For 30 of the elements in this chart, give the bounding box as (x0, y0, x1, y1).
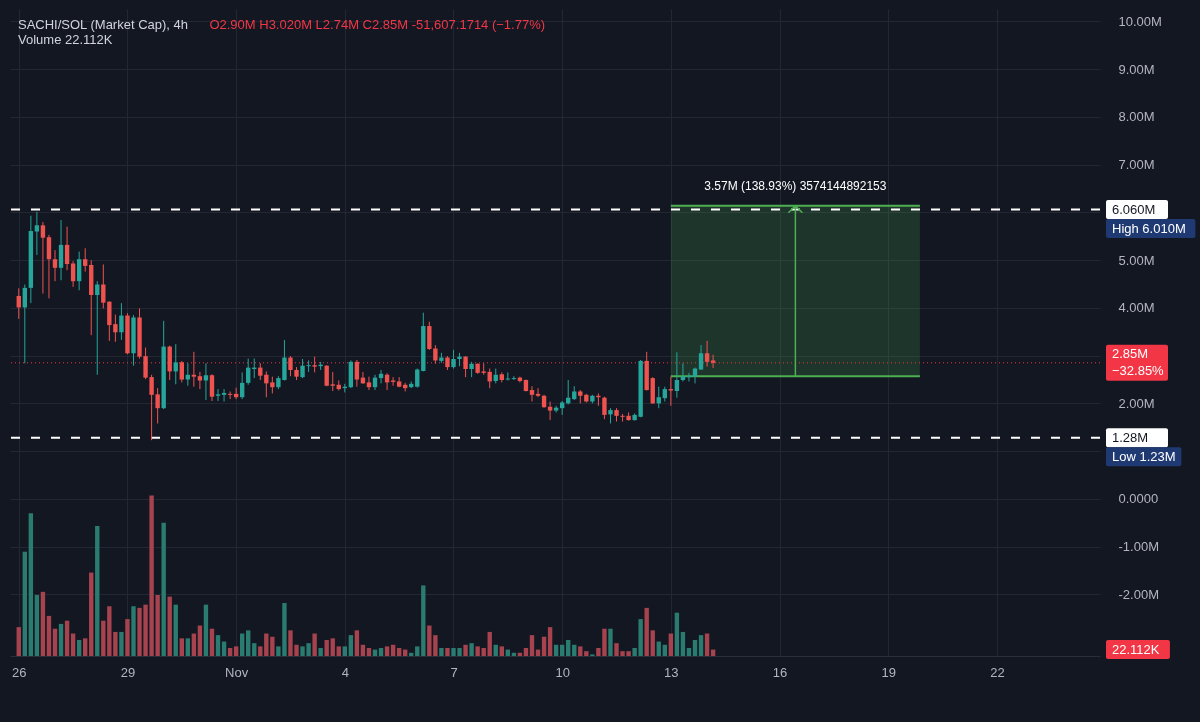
x-tick-label: 26 (12, 664, 27, 680)
x-tick-label: 4 (341, 664, 349, 680)
y-tick-label: 10.00M (1118, 13, 1162, 29)
text: Low 1.23M (1112, 448, 1176, 464)
ref-line-label: 1.28M (1112, 429, 1149, 445)
x-tick-label: 29 (120, 664, 136, 680)
y-tick-label: 5.00M (1118, 252, 1155, 268)
annotation: 3.57M (138.93%) 3574144892153 (704, 178, 887, 193)
y-tick-label: 9.00M (1118, 61, 1155, 77)
y-tick-label: -1.00M (1118, 539, 1159, 555)
y-tick-label: 2.00M (1118, 395, 1155, 411)
ref-line-label: 2.85M −32.85% (1112, 346, 1165, 379)
y-tick-label: 4.00M (1118, 300, 1155, 316)
x-tick-label: Nov (225, 664, 249, 680)
annotation: Volume 22.112K (18, 32, 113, 47)
x-tick-label: 13 (664, 664, 679, 680)
x-tick-label: 22 (990, 664, 1005, 680)
text: SACHI/SOL (Market Cap), 4h (18, 17, 189, 32)
x-tick-label: 19 (881, 664, 896, 680)
x-tick-label: 10 (555, 664, 570, 680)
y-tick-label: 8.00M (1118, 109, 1155, 125)
text: O2.90M H3.020M L2.74M C2.85M -51,607.1714 (−1.77%) (209, 17, 546, 32)
y-tick-label: -2.00M (1118, 586, 1159, 602)
text: 22.112K (1112, 641, 1160, 657)
ref-line-label: 6.060M (1112, 201, 1156, 217)
text: High 6.010M (1112, 220, 1186, 236)
x-tick-label: 16 (772, 664, 788, 680)
x-tick-label: 7 (450, 664, 458, 680)
y-tick-label: 0.0000 (1118, 491, 1159, 507)
y-tick-label: 7.00M (1118, 157, 1155, 173)
